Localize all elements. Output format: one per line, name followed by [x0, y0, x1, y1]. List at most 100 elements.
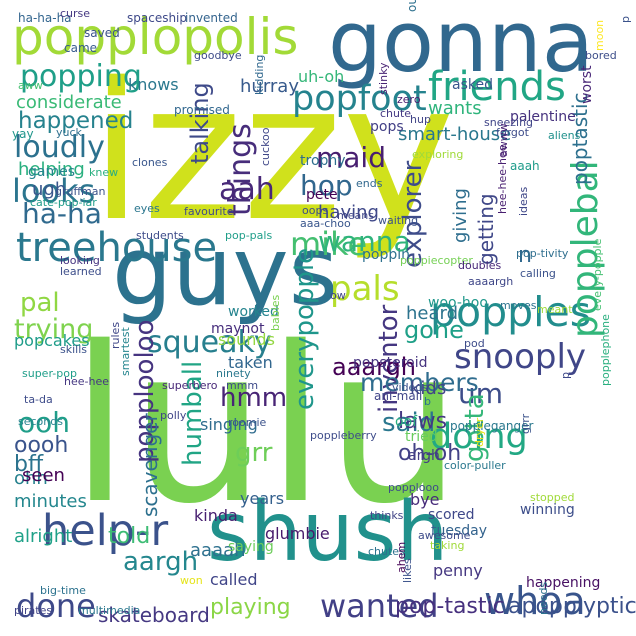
word-saved: saved [84, 26, 120, 40]
word-p: p [619, 16, 632, 23]
word-worst: worst [579, 65, 595, 104]
word-izzy: izzy [90, 42, 455, 263]
word-eyes: eyes [134, 202, 160, 215]
word-bored: bored [585, 49, 617, 62]
word-heard: heard [406, 303, 459, 324]
word-students: students [136, 229, 184, 242]
word-um: um [458, 377, 504, 410]
word-hup: hup [410, 113, 431, 126]
word-popping: popping [20, 59, 142, 94]
word-roomie: roomie [228, 416, 267, 429]
word-aliens: aliens [548, 129, 581, 142]
word-popfoot: popfoot [292, 79, 427, 119]
word-woo-hoo: woo-hoo [428, 295, 488, 311]
word-superhero: superhero [162, 379, 218, 392]
word-alright: alright [14, 526, 73, 547]
word-apopplyptic: apopplyptic [508, 594, 636, 619]
word-multimedia: multimedia [78, 604, 141, 617]
word-wanna: wanna [318, 225, 411, 258]
word-giving: giving [450, 188, 471, 243]
word-pal: pal [20, 288, 60, 318]
word-grrr: grrr [519, 413, 532, 434]
word-pals: pals [330, 269, 400, 309]
word-dryer: dryer [473, 417, 486, 447]
word-poppin: poppin [362, 247, 410, 263]
word-gonna: gonna [328, 0, 594, 92]
word-stinky: stinky [377, 62, 390, 95]
word-ha-ha: ha-ha [22, 197, 102, 230]
word-babies: babies [269, 294, 282, 331]
word-maid: maid [316, 141, 386, 174]
word-squeaky: squeaky [147, 325, 272, 360]
word-aaaah: aaaah [190, 540, 246, 561]
word-bye: bye [410, 490, 440, 509]
word-b: b [424, 395, 431, 408]
word-popcakes: popcakes [14, 331, 90, 350]
word-snooply: snooply [454, 337, 587, 377]
word-ooh: ooh [18, 406, 71, 439]
word-palentine: palentine [510, 109, 576, 125]
word-chutes: chutes [368, 545, 405, 558]
word-ouch: ouch [405, 0, 419, 12]
word-sounds: sounds [218, 330, 275, 349]
word-skateboard: skateboard [98, 603, 210, 627]
word-pop-tastic: pop-tastic [395, 594, 505, 619]
word-favourite: favourite [184, 205, 234, 218]
word-minutes: minutes [14, 491, 87, 512]
word-kinda: kinda [194, 506, 238, 525]
word-happening: happening [526, 575, 601, 591]
word-maynot: maynot [211, 321, 265, 337]
word-aargh: aargh [123, 547, 199, 577]
word-aah: aah [219, 172, 275, 207]
word-calling: calling [520, 267, 556, 280]
word-exploring: exploring [412, 148, 464, 161]
word-hop: hop [300, 169, 353, 202]
word-said: said [382, 408, 436, 438]
word-ugh: ugh [32, 179, 67, 200]
word-looking: looking [60, 254, 100, 267]
word-mike: mike [290, 225, 368, 263]
word-goodbye: goodbye [194, 49, 242, 62]
word-hurray: hurray [240, 76, 299, 97]
word-saying: saying [228, 539, 274, 555]
word-poppiecopter: poppiecopter [400, 254, 473, 267]
word-pop-tivity: pop-tivity [516, 247, 569, 260]
word-popplopolis: popplopolis [12, 8, 299, 66]
word-talking: talking [186, 82, 214, 164]
word-uh-oh: uh-oh [298, 67, 345, 86]
word-kids: kids [410, 378, 447, 399]
word-trophy: trophy [300, 153, 346, 169]
word-hmm: hmm [220, 383, 288, 413]
word-kidding: kidding [253, 54, 266, 95]
word-tuesday: tuesday [431, 523, 488, 539]
word-shush: shush [207, 485, 449, 580]
word-winning: winning [520, 502, 575, 518]
word-pirates: pirates [14, 604, 53, 617]
word-aaaargh: aaaargh [468, 275, 514, 288]
word-color-puller: color-puller [444, 459, 506, 472]
word-ideas: ideas [517, 186, 530, 216]
word-n: n [518, 243, 532, 268]
word-singing: singing [200, 415, 258, 434]
word-asked: asked [452, 77, 493, 93]
word-came: came [64, 41, 98, 55]
word-popplooo: popplooo [388, 481, 439, 494]
word-happened: happened [18, 108, 134, 134]
word-seconds: seconds [18, 415, 63, 428]
word-told: told [108, 524, 151, 549]
word-zero: zero [397, 93, 421, 106]
word-treehouse: treehouse [16, 225, 218, 271]
word-chute: chute [380, 107, 412, 120]
word-curse: curse [60, 7, 91, 20]
word-popplephone: popplephone [599, 314, 612, 386]
word-knows: knows [128, 75, 179, 94]
word-trying: trying [14, 314, 94, 345]
word-needs: needs [537, 581, 550, 615]
word-won: won [180, 574, 203, 587]
word-oooh: oooh [14, 433, 69, 458]
word-popsteroid: popsteroid [353, 355, 428, 371]
word-ohh: ohh [14, 468, 48, 489]
word-aaah: aaah [510, 159, 540, 173]
word-oops: oops [302, 204, 329, 217]
word-ha-ha-ha: ha-ha-ha [18, 11, 72, 25]
